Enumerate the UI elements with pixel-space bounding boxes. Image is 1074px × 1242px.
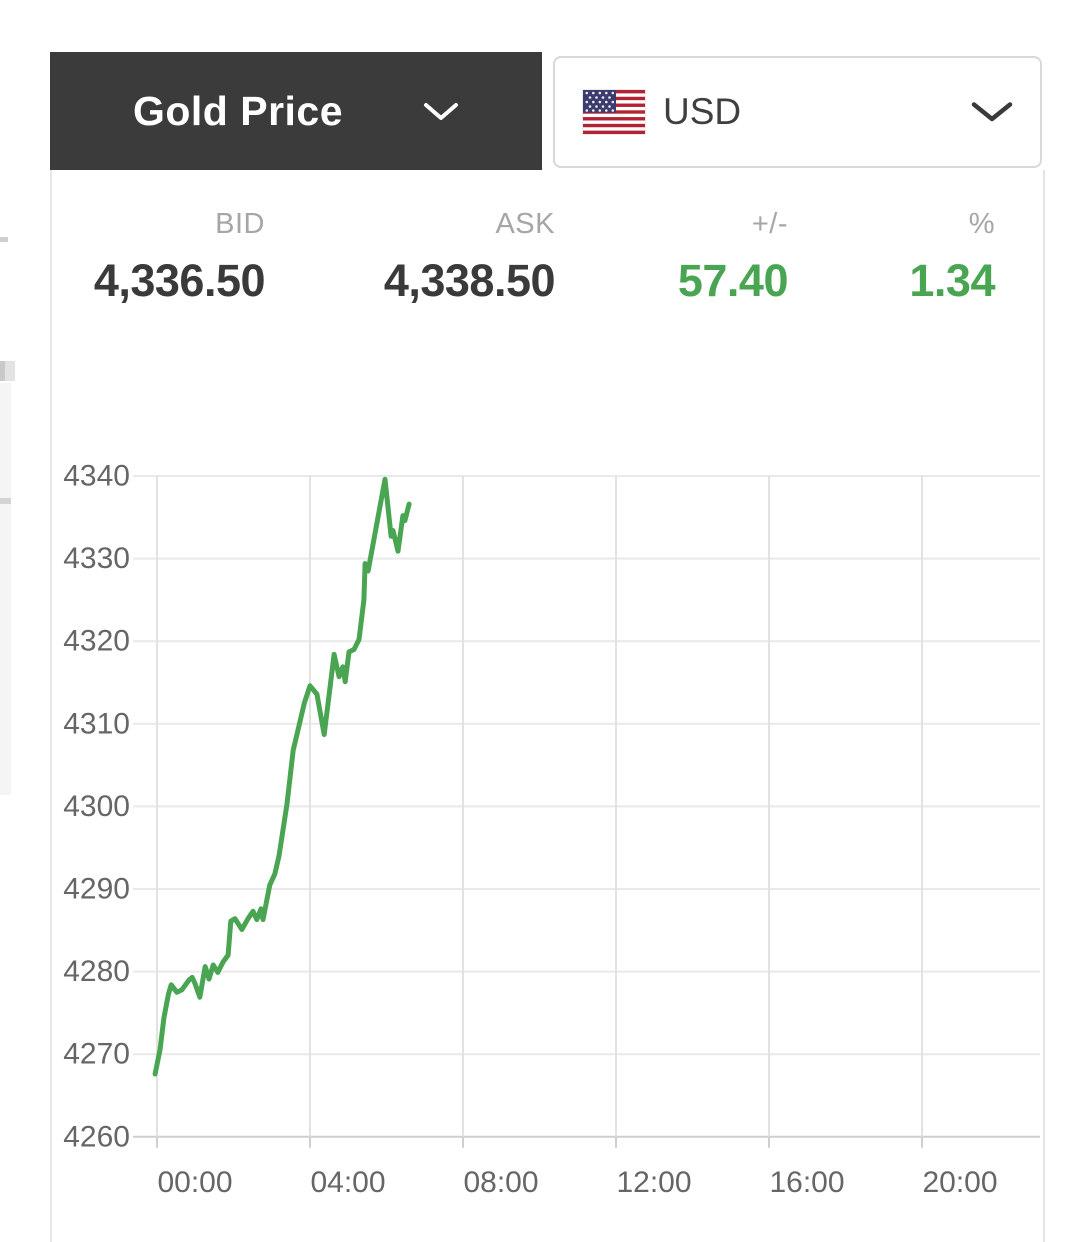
x-tick-label: 20:00 <box>922 1166 997 1199</box>
y-tick-label: 4300 <box>63 790 130 823</box>
percent-column: % 1.34 <box>788 208 995 306</box>
price-line <box>152 476 412 1077</box>
quote-row: BID 4,336.50 ASK 4,338.50 +/- 57.40 % 1.… <box>50 208 996 306</box>
y-tick-label: 4330 <box>63 542 130 575</box>
widget-left-border <box>50 170 52 1242</box>
adjacent-content-fragment <box>0 361 15 381</box>
percent-value: 1.34 <box>909 255 995 306</box>
ask-label: ASK <box>495 208 555 240</box>
adjacent-content-fragment <box>0 383 11 795</box>
instrument-dropdown[interactable]: Gold Price <box>50 52 542 170</box>
y-tick-label: 4310 <box>63 707 130 740</box>
change-column: +/- 57.40 <box>555 208 789 306</box>
currency-dropdown[interactable]: USD <box>553 56 1042 168</box>
us-flag-icon <box>583 90 645 134</box>
x-tick-label: 00:00 <box>157 1166 232 1199</box>
y-tick-label: 4320 <box>63 625 130 658</box>
bid-label: BID <box>215 208 265 240</box>
adjacent-content-fragment <box>0 237 8 242</box>
y-tick-label: 4290 <box>63 873 130 906</box>
adjacent-content-fragment <box>0 361 5 381</box>
percent-label: % <box>968 208 995 240</box>
x-tick-label: 16:00 <box>769 1166 844 1199</box>
chevron-down-icon <box>971 101 1013 127</box>
bid-column: BID 4,336.50 <box>50 208 266 306</box>
y-tick-label: 4340 <box>63 460 130 493</box>
x-tick-label: 12:00 <box>616 1166 691 1199</box>
change-value: 57.40 <box>677 255 789 306</box>
instrument-label: Gold Price <box>132 87 344 134</box>
ask-column: ASK 4,338.50 <box>265 208 556 306</box>
x-tick-label: 04:00 <box>310 1166 385 1199</box>
y-tick-label: 4270 <box>63 1038 130 1071</box>
adjacent-content-fragment <box>0 498 11 504</box>
widget-right-border <box>1043 170 1045 1242</box>
y-tick-label: 4280 <box>63 955 130 988</box>
y-tick-label: 4260 <box>63 1120 130 1153</box>
ask-value: 4,338.50 <box>383 255 556 306</box>
x-tick-label: 08:00 <box>463 1166 538 1199</box>
bid-value: 4,336.50 <box>93 255 266 306</box>
currency-code: USD <box>663 91 742 132</box>
change-label: +/- <box>751 208 788 240</box>
chevron-down-icon <box>423 102 459 127</box>
